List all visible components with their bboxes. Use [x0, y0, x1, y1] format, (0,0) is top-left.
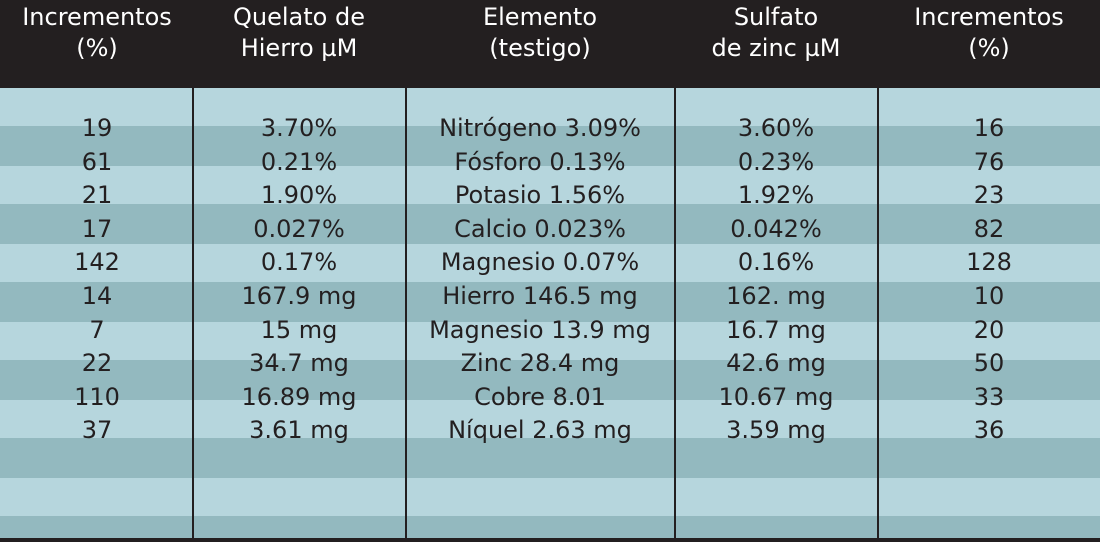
table-cell: Hierro 146.5 mg	[442, 282, 638, 310]
table-cell: 15 mg	[260, 315, 338, 344]
table-cell: 1.92%	[737, 181, 815, 210]
table-cell: 10.67 mg	[718, 382, 834, 411]
table-cell: Potasio 1.56%	[454, 181, 626, 210]
table-cell: 16	[973, 114, 1005, 142]
table-cell: 76	[973, 147, 1005, 176]
header-text: Quelato de	[233, 3, 365, 31]
table-cell: 3.70%	[260, 114, 338, 142]
table-cell: 167.9 mg	[241, 282, 357, 310]
header-text: Sulfato	[733, 3, 819, 31]
table-cell: 128	[966, 248, 1012, 277]
table-cell: 0.17%	[260, 248, 338, 277]
table-cell: 82	[973, 214, 1005, 243]
table-cell: 33	[973, 382, 1005, 411]
table-cell: 162. mg	[726, 282, 826, 310]
table-cell: 142	[74, 248, 120, 277]
body-band	[0, 88, 1100, 542]
table-cell: 1.90%	[260, 181, 338, 210]
column-divider	[405, 88, 407, 540]
table-cell: Níquel 2.63 mg	[448, 416, 632, 445]
table-cell: 7	[89, 315, 105, 344]
table-cell: 0.23%	[737, 147, 815, 176]
header-band	[0, 0, 1100, 88]
table-cell: 22	[81, 349, 113, 378]
header-text: (%)	[76, 34, 118, 62]
table-cell: 37	[81, 416, 113, 445]
header-text: (testigo)	[489, 34, 591, 62]
table-cell: Nitrógeno 3.09%	[439, 114, 641, 142]
table-cell: Magnesio 0.07%	[440, 248, 640, 277]
table-cell: Cobre 8.01	[474, 382, 606, 411]
table-cell: 3.61 mg	[249, 416, 349, 445]
header-text: Incrementos	[914, 3, 1064, 31]
table-cell: 61	[81, 147, 113, 176]
table-cell: 16.7 mg	[726, 315, 826, 344]
table-cell: 20	[973, 315, 1005, 344]
header-text: Elemento	[482, 3, 598, 31]
header-text: Incrementos	[22, 3, 172, 31]
table-cell: Fósforo 0.13%	[454, 147, 626, 176]
header-text: (%)	[968, 34, 1010, 62]
table-cell: 3.60%	[737, 114, 815, 142]
table-cell: 36	[973, 416, 1005, 445]
table-cell: 50	[973, 349, 1005, 378]
table-cell: 3.59 mg	[726, 416, 826, 445]
table-cell: 0.027%	[253, 214, 345, 243]
table-cell: 17	[81, 214, 113, 243]
table-cell: 19	[81, 114, 113, 142]
table-cell: Zinc 28.4 mg	[460, 349, 620, 378]
column-divider	[192, 88, 194, 540]
table-cell: 10	[973, 282, 1005, 310]
header-text: de zinc µM	[711, 34, 841, 62]
table-cell: 16.89 mg	[241, 382, 357, 411]
table-cell: 23	[973, 181, 1005, 210]
table-cell: 0.042%	[730, 214, 822, 243]
table-cell: Magnesio 13.9 mg	[429, 315, 651, 344]
table-cell: Calcio 0.023%	[454, 214, 626, 243]
header-text: Hierro µM	[240, 34, 358, 62]
column-divider	[674, 88, 676, 540]
table-cell: 34.7 mg	[249, 349, 349, 378]
table-cell: 14	[81, 282, 113, 310]
table-cell: 21	[81, 181, 113, 210]
column-divider	[877, 88, 879, 540]
table-cell: 0.21%	[260, 147, 338, 176]
table-cell: 110	[74, 382, 120, 411]
table-cell: 42.6 mg	[726, 349, 826, 378]
table-cell: 0.16%	[737, 248, 815, 277]
